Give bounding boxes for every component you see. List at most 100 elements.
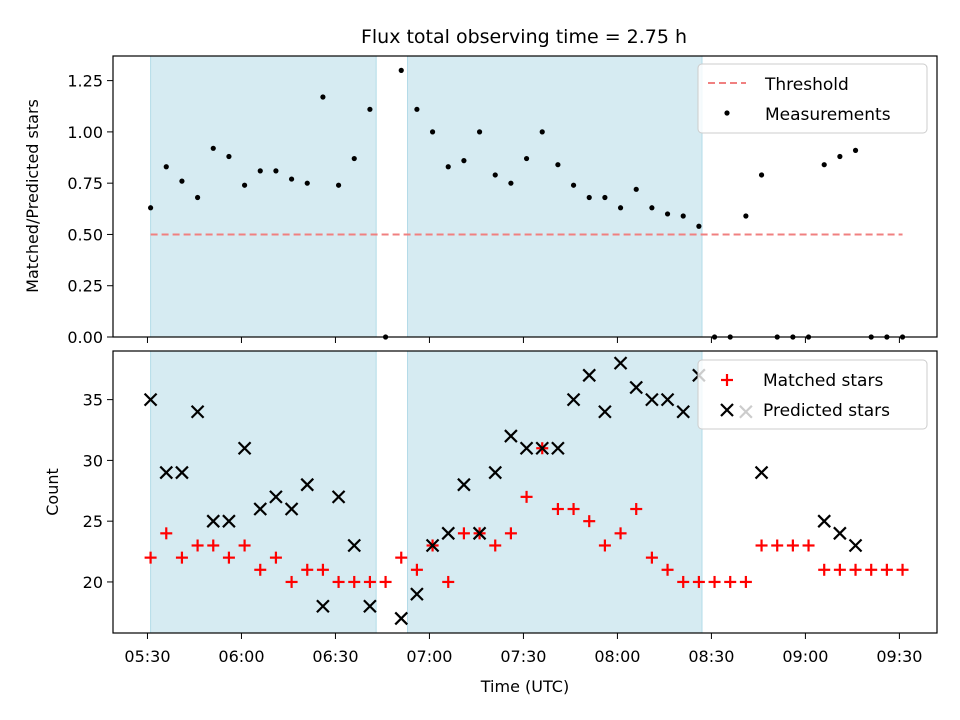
legend-measurements-label: Measurements bbox=[765, 105, 891, 125]
predicted-star-point bbox=[237, 441, 252, 456]
predicted-star-point bbox=[629, 380, 644, 395]
measurement-point bbox=[602, 194, 608, 201]
measurement-point bbox=[758, 172, 765, 178]
matched-star-point bbox=[316, 563, 329, 576]
measurement-point bbox=[461, 158, 467, 164]
measurement-point bbox=[821, 162, 827, 168]
measurement-point bbox=[226, 153, 232, 160]
measurement-point bbox=[680, 213, 686, 219]
matched-star-points bbox=[144, 442, 909, 588]
top-legend: Threshold Measurements bbox=[697, 63, 928, 134]
measurement-point bbox=[414, 106, 420, 112]
matched-star-point bbox=[175, 551, 188, 564]
measurement-point bbox=[476, 129, 483, 135]
predicted-star-point bbox=[190, 404, 205, 419]
predicted-star-point bbox=[175, 465, 189, 480]
predicted-star-point bbox=[848, 538, 863, 553]
top-y-tick-label: 0.25 bbox=[67, 277, 103, 296]
matched-star-point bbox=[520, 490, 533, 503]
matched-star-point bbox=[567, 503, 580, 516]
matched-star-point bbox=[708, 575, 721, 588]
matched-star-point bbox=[285, 575, 298, 588]
matched-star-point bbox=[833, 563, 846, 576]
x-tick-label: 09:30 bbox=[876, 647, 922, 666]
matched-star-point bbox=[442, 575, 455, 588]
measurement-point bbox=[335, 182, 342, 188]
matched-star-point bbox=[739, 575, 752, 588]
predicted-star-point bbox=[754, 465, 769, 480]
x-tick-label: 08:30 bbox=[688, 647, 734, 666]
predicted-star-point bbox=[206, 514, 221, 528]
matched-star-point bbox=[551, 503, 564, 516]
matched-star-point bbox=[363, 575, 376, 588]
predicted-star-point bbox=[504, 429, 518, 443]
predicted-star-point bbox=[253, 502, 268, 516]
top-y-tick-label: 1.00 bbox=[67, 123, 103, 142]
predicted-star-point bbox=[159, 465, 174, 480]
matched-star-point bbox=[504, 527, 517, 540]
measurement-point bbox=[210, 145, 216, 151]
predicted-star-point bbox=[488, 465, 503, 480]
top-y-tick-label: 0.00 bbox=[67, 328, 103, 347]
matched-star-point bbox=[191, 539, 204, 552]
matched-star-point bbox=[630, 503, 643, 516]
bottom-y-tick-label: 35 bbox=[83, 391, 103, 410]
matched-star-point bbox=[160, 527, 173, 540]
measurement-point bbox=[586, 194, 592, 201]
predicted-star-point bbox=[222, 514, 236, 528]
measurement-point bbox=[179, 178, 185, 184]
matched-star-point bbox=[849, 563, 862, 576]
matched-star-point bbox=[379, 575, 392, 588]
measurement-points bbox=[147, 67, 906, 340]
bottom-x-ticks: 05:30 06:00 06:30 07:00 07:30 08:00 08:30 09:00… bbox=[124, 633, 922, 666]
predicted-star-point bbox=[566, 392, 581, 407]
matched-star-point bbox=[395, 551, 408, 564]
matched-star-point bbox=[755, 539, 768, 552]
measurement-point bbox=[241, 182, 248, 188]
bottom-legend: Matched stars Predicted stars bbox=[697, 359, 928, 430]
predicted-star-point bbox=[269, 490, 283, 504]
measurement-point bbox=[351, 155, 357, 162]
measurement-point bbox=[523, 155, 530, 162]
bottom-y-axis-label: Count bbox=[43, 468, 62, 516]
predicted-star-point bbox=[316, 599, 330, 614]
x-tick-label: 09:00 bbox=[782, 647, 828, 666]
matched-star-point bbox=[865, 563, 878, 576]
measurement-point bbox=[398, 67, 404, 73]
top-y-ticks: 0.00 0.25 0.50 0.75 1.00 1.25 bbox=[67, 72, 113, 347]
predicted-star-point bbox=[331, 490, 346, 504]
predicted-star-point bbox=[833, 526, 847, 541]
x-axis-label: Time (UTC) bbox=[480, 677, 569, 696]
matched-star-point bbox=[238, 539, 251, 552]
predicted-star-point bbox=[143, 392, 158, 407]
measurement-point bbox=[555, 162, 561, 168]
measurement-point bbox=[539, 129, 545, 135]
x-tick-label: 05:30 bbox=[124, 647, 170, 666]
matched-star-point bbox=[332, 575, 345, 588]
legend-measurements-swatch bbox=[724, 110, 730, 116]
measurement-point bbox=[273, 168, 279, 174]
matched-star-point bbox=[661, 563, 674, 576]
predicted-star-point bbox=[598, 404, 612, 419]
legend-predicted-swatch bbox=[720, 403, 734, 417]
matched-star-point bbox=[645, 551, 658, 564]
matched-star-point bbox=[598, 539, 611, 552]
predicted-star-point bbox=[660, 392, 675, 407]
legend-predicted-label: Predicted stars bbox=[763, 401, 890, 421]
top-y-tick-label: 1.25 bbox=[67, 72, 103, 91]
x-tick-label: 07:30 bbox=[500, 647, 546, 666]
measurement-point bbox=[664, 211, 671, 217]
predicted-star-point bbox=[535, 441, 550, 456]
matched-star-point bbox=[896, 563, 909, 576]
measurement-point bbox=[445, 164, 451, 170]
predicted-star-point bbox=[519, 441, 534, 456]
bottom-legend-box bbox=[697, 359, 928, 430]
predicted-star-point bbox=[425, 538, 440, 553]
predicted-star-point bbox=[363, 599, 377, 614]
matched-star-point bbox=[348, 575, 361, 588]
matched-star-point bbox=[410, 563, 423, 576]
matched-star-point bbox=[786, 539, 799, 552]
measurement-point bbox=[617, 205, 624, 211]
predicted-star-point bbox=[441, 526, 456, 541]
